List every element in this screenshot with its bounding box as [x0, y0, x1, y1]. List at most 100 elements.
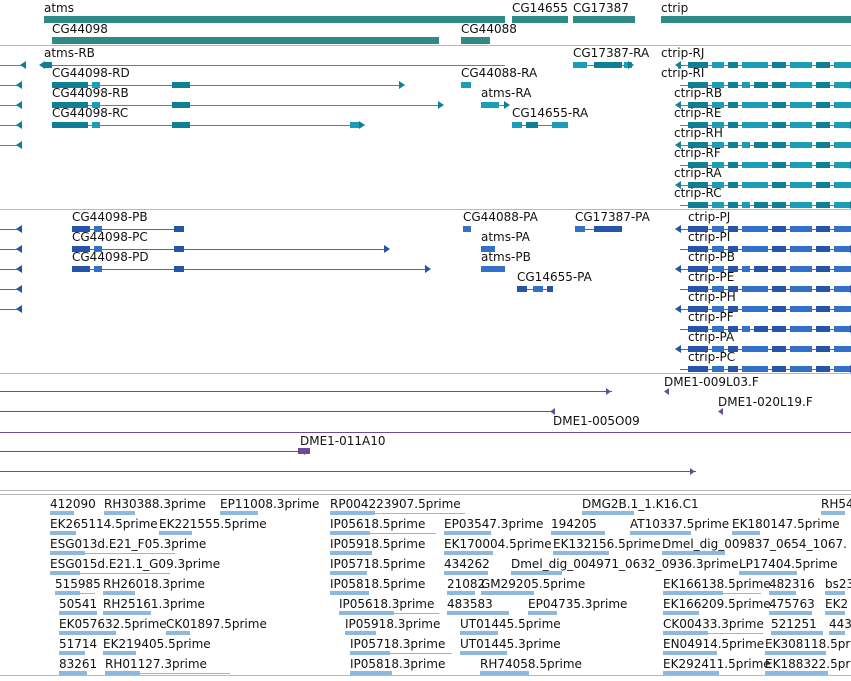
exon-block[interactable]: [688, 226, 708, 232]
est-label[interactable]: IP05818.5prime: [330, 577, 426, 591]
exon-block[interactable]: [350, 122, 360, 128]
est-label[interactable]: EP11008.3prime: [220, 497, 320, 511]
clone-block[interactable]: [298, 448, 310, 454]
exon-block[interactable]: [772, 202, 786, 208]
exon-block[interactable]: [834, 226, 851, 232]
exon-block[interactable]: [816, 286, 830, 292]
exon-block[interactable]: [772, 226, 786, 232]
exon-block[interactable]: [742, 102, 768, 108]
exon-block[interactable]: [72, 246, 90, 252]
exon-block[interactable]: [816, 142, 830, 148]
protein-label[interactable]: ctrip-PE: [688, 270, 735, 284]
est-feature[interactable]: [663, 631, 708, 635]
est-feature[interactable]: [662, 551, 725, 555]
exon-block[interactable]: [834, 286, 851, 292]
est-feature[interactable]: [769, 611, 812, 615]
exon-block[interactable]: [547, 286, 553, 292]
est-label[interactable]: EK188322.5prime: [765, 657, 851, 671]
exon-block[interactable]: [754, 202, 768, 208]
est-label[interactable]: 434262: [444, 557, 490, 571]
exon-block[interactable]: [575, 226, 585, 232]
exon-block[interactable]: [772, 366, 786, 372]
exon-block[interactable]: [742, 182, 768, 188]
transcript-label[interactable]: CG14655-RA: [512, 106, 589, 120]
exon-block[interactable]: [772, 122, 786, 128]
exon-block[interactable]: [772, 326, 786, 332]
est-feature[interactable]: [771, 631, 823, 635]
exon-block[interactable]: [728, 122, 738, 128]
est-feature[interactable]: [663, 651, 717, 655]
exon-block[interactable]: [52, 82, 88, 88]
transcript-label[interactable]: ctrip-RA: [674, 166, 722, 180]
est-feature[interactable]: [345, 631, 376, 635]
est-feature[interactable]: [663, 611, 699, 615]
exon-block[interactable]: [712, 326, 724, 332]
exon-block[interactable]: [728, 162, 738, 168]
exon-block[interactable]: [688, 122, 708, 128]
exon-block[interactable]: [834, 326, 851, 332]
exon-block[interactable]: [712, 306, 724, 312]
exon-block[interactable]: [688, 286, 708, 292]
est-label[interactable]: RH74058.5prime: [480, 657, 582, 671]
exon-block[interactable]: [790, 102, 812, 108]
exon-block[interactable]: [174, 246, 184, 252]
est-feature[interactable]: [59, 671, 87, 675]
est-feature[interactable]: [444, 571, 488, 575]
protein-label[interactable]: ctrip-PI: [688, 230, 731, 244]
est-label[interactable]: 83261: [59, 657, 98, 671]
est-feature[interactable]: [444, 531, 491, 535]
transcript-label[interactable]: CG17387-RA: [573, 46, 650, 60]
est-label[interactable]: EK292411.5prime: [663, 657, 771, 671]
est-label[interactable]: ESG015d.E21.1_G09.3prime: [50, 557, 221, 571]
est-label[interactable]: EN04914.5prime: [663, 637, 765, 651]
est-feature[interactable]: [739, 571, 797, 575]
gene-bar[interactable]: [44, 16, 505, 23]
exon-block[interactable]: [688, 142, 708, 148]
exon-block[interactable]: [816, 62, 830, 68]
protein-label[interactable]: CG17387-PA: [575, 210, 650, 224]
exon-block[interactable]: [790, 202, 812, 208]
exon-block[interactable]: [790, 226, 812, 232]
est-feature[interactable]: [765, 671, 828, 675]
est-label[interactable]: EK166138.5prime: [663, 577, 771, 591]
est-feature[interactable]: [159, 531, 192, 535]
exon-block[interactable]: [772, 102, 786, 108]
exon-block[interactable]: [461, 82, 471, 88]
exon-block[interactable]: [742, 162, 768, 168]
exon-block[interactable]: [174, 226, 184, 232]
est-label[interactable]: UT01445.3prime: [460, 637, 561, 651]
est-label[interactable]: Dmel_dig_009837_0654_1067.: [662, 537, 847, 551]
transcript-label[interactable]: CG44098-RB: [52, 86, 129, 100]
exon-block[interactable]: [816, 162, 830, 168]
transcript-label[interactable]: ctrip-RI: [661, 66, 705, 80]
protein-label[interactable]: atms-PA: [481, 230, 531, 244]
exon-block[interactable]: [834, 266, 851, 272]
exon-block[interactable]: [772, 266, 786, 272]
gene-bar[interactable]: [661, 16, 851, 23]
exon-block[interactable]: [712, 266, 724, 272]
exon-block[interactable]: [688, 102, 708, 108]
exon-block[interactable]: [816, 346, 830, 352]
exon-block[interactable]: [728, 246, 738, 252]
est-label[interactable]: EK057632.5prime: [59, 617, 167, 631]
exon-block[interactable]: [688, 246, 708, 252]
exon-block[interactable]: [790, 62, 812, 68]
transcript-label[interactable]: CG44098-RC: [52, 106, 129, 120]
protein-label[interactable]: ctrip-PH: [688, 290, 736, 304]
exon-block[interactable]: [712, 162, 724, 168]
exon-block[interactable]: [742, 286, 768, 292]
gene-bar[interactable]: [461, 37, 490, 44]
exon-block[interactable]: [772, 82, 786, 88]
exon-block[interactable]: [790, 346, 812, 352]
est-label[interactable]: EK132156.5prime: [553, 537, 661, 551]
exon-block[interactable]: [742, 226, 768, 232]
est-feature[interactable]: [59, 611, 97, 615]
transcript-label[interactable]: ctrip-RF: [674, 146, 721, 160]
est-label[interactable]: 21082: [447, 577, 486, 591]
exon-block[interactable]: [728, 286, 738, 292]
exon-block[interactable]: [512, 122, 522, 128]
est-feature[interactable]: [582, 511, 634, 515]
est-feature[interactable]: [105, 671, 140, 675]
exon-block[interactable]: [790, 306, 812, 312]
est-label[interactable]: IP05718.3prime: [350, 637, 446, 651]
